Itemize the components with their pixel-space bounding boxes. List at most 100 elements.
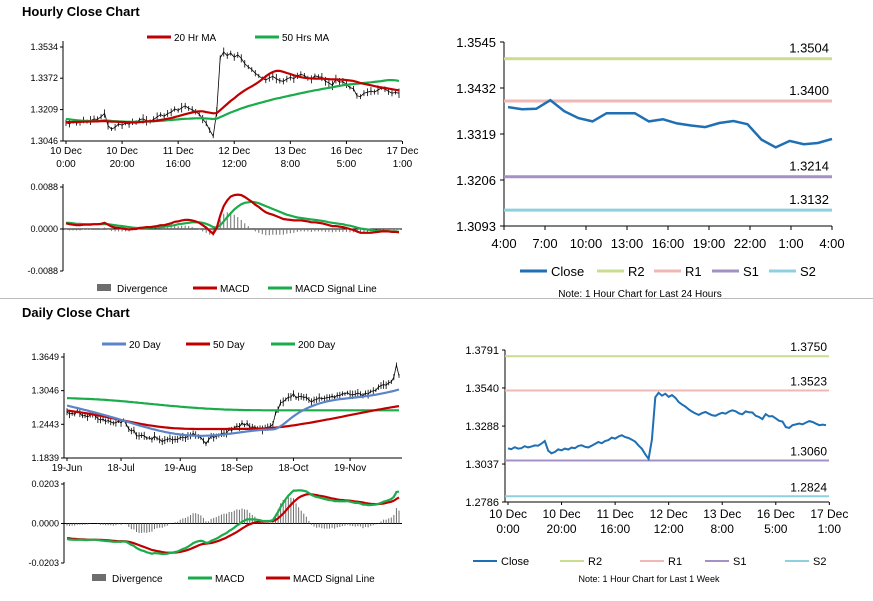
daily-levels-note: Note: 1 Hour Chart for Last 1 Week xyxy=(579,574,720,584)
legend-20-day-label: 20 Day xyxy=(129,340,161,351)
daily-price-close-line xyxy=(66,364,400,445)
hourly-macd-ytick-label: 0.0088 xyxy=(30,182,58,192)
daily-levels-ytick-label: 1.3540 xyxy=(465,383,499,395)
hourly-20hr-ma-line xyxy=(66,69,400,124)
hourly-macd-ytick-label: 0.0000 xyxy=(30,224,58,234)
hourly-levels-ytick-label: 1.3319 xyxy=(456,127,496,142)
legend-daily-r1-label: R1 xyxy=(668,556,682,568)
legend-daily-s1-label: S1 xyxy=(733,556,746,568)
daily-levels-xtick-time: 20:00 xyxy=(547,522,577,536)
daily-price-xtick-label: 19-Nov xyxy=(334,463,366,474)
hourly-levels-xtick-label: 13:00 xyxy=(611,236,644,251)
daily-levels-xtick-date: 10 Dec xyxy=(543,507,581,521)
legend-hourly-divergence-label: Divergence xyxy=(117,284,168,295)
daily-levels-xtick-date: 17 Dec xyxy=(810,507,848,521)
hourly-price-xtick-date: 10 Dec xyxy=(106,146,138,157)
daily-levels-xtick-date: 11 Dec xyxy=(597,507,634,521)
hourly-price-ytick-label: 1.3534 xyxy=(30,42,58,52)
hourly-levels-ytick-label: 1.3432 xyxy=(456,81,496,96)
daily-price-xtick-label: 18-Jul xyxy=(107,463,134,474)
hourly-price-xtick-date: 10 Dec xyxy=(50,146,82,157)
daily-levels-ytick-label: 1.3288 xyxy=(465,421,499,433)
hourly-price-xtick-date: 17 Dec xyxy=(387,146,419,157)
daily-price-ytick-label: 1.3046 xyxy=(31,386,59,396)
daily-levels-xtick-date: 10 Dec xyxy=(489,507,527,521)
hourly-macd-ytick-label: -0.0088 xyxy=(27,266,58,276)
hourly-level-s1-value: 1.3214 xyxy=(789,159,829,174)
daily-level-s2-value: 1.2824 xyxy=(790,480,827,494)
daily-levels-ytick-label: 1.2786 xyxy=(465,497,499,509)
hourly-price-xtick-date: 11 Dec xyxy=(163,146,194,157)
daily-price-ytick-label: 1.2443 xyxy=(31,419,59,429)
hourly-level-s2-value: 1.3132 xyxy=(789,192,829,207)
hourly-levels-xtick-label: 22:00 xyxy=(734,236,767,251)
legend-daily-close-label: Close xyxy=(501,556,529,568)
hourly-levels-note: Note: 1 Hour Chart for Last 24 Hours xyxy=(558,289,721,300)
daily-levels-close-line xyxy=(507,391,827,462)
legend-daily-macd-label: MACD xyxy=(215,574,244,585)
hourly-price-xtick-time: 0:00 xyxy=(56,159,76,170)
legend-hourly-s2-label: S2 xyxy=(800,264,816,279)
hourly-price-ytick-label: 1.3372 xyxy=(30,73,58,83)
hourly-levels-xtick-label: 19:00 xyxy=(693,236,726,251)
hourly-level-r2-value: 1.3504 xyxy=(789,41,829,56)
hourly-levels-xtick-label: 10:00 xyxy=(570,236,603,251)
daily-macd-line xyxy=(66,489,400,556)
hourly-levels-close-line xyxy=(507,98,833,149)
legend-hourly-r2-label: R2 xyxy=(628,264,645,279)
hourly-price-xtick-date: 13 Dec xyxy=(274,146,306,157)
daily-levels-xtick-time: 16:00 xyxy=(600,522,630,536)
daily-levels-xtick-date: 16 Dec xyxy=(757,507,795,521)
hourly-price-xtick-date: 12 Dec xyxy=(218,146,250,157)
hourly-levels-xtick-label: 7:00 xyxy=(532,236,557,251)
daily-levels-xtick-time: 5:00 xyxy=(764,522,788,536)
hourly-price-ytick-label: 1.3209 xyxy=(30,105,58,115)
daily-level-s1-value: 1.3060 xyxy=(790,445,827,459)
daily-levels-xtick-time: 0:00 xyxy=(496,522,520,536)
daily-levels-ytick-label: 1.3791 xyxy=(465,345,499,357)
daily-20-day-ma-line xyxy=(66,388,400,437)
legend-50hrs-ma-label: 50 Hrs MA xyxy=(282,33,330,44)
daily-price-xtick-label: 18-Oct xyxy=(278,463,308,474)
daily-price-ytick-label: 1.3649 xyxy=(31,352,59,362)
hourly-levels-ytick-label: 1.3093 xyxy=(456,219,496,234)
daily-levels-ytick-label: 1.3037 xyxy=(465,459,499,471)
daily-price-xtick-label: 18-Sep xyxy=(221,463,254,474)
hourly-price-xtick-time: 8:00 xyxy=(281,159,301,170)
legend-hourly-close-label: Close xyxy=(551,264,584,279)
legend-hourly-divergence-swatch xyxy=(97,284,111,291)
hourly-price-close-line xyxy=(65,51,400,138)
daily-price-xtick-label: 19-Aug xyxy=(164,463,196,474)
legend-hourly-s1-label: S1 xyxy=(743,264,759,279)
hourly-levels-xtick-label: 1:00 xyxy=(778,236,803,251)
daily-levels-xtick-time: 1:00 xyxy=(818,522,842,536)
legend-hourly-macd-signal-label: MACD Signal Line xyxy=(295,284,377,295)
hourly-levels-ytick-label: 1.3545 xyxy=(456,35,496,50)
daily-200-day-ma-line xyxy=(66,397,399,412)
daily-level-r2-value: 1.3750 xyxy=(790,340,827,354)
hourly-level-r1-value: 1.3400 xyxy=(789,83,829,98)
hourly-price-xtick-date: 16 Dec xyxy=(331,146,363,157)
daily-price-xtick-label: 19-Jun xyxy=(52,463,83,474)
hourly-levels-ytick-label: 1.3206 xyxy=(456,173,496,188)
hourly-macd-signal-line xyxy=(66,200,400,233)
hourly-price-xtick-time: 20:00 xyxy=(110,159,135,170)
legend-200-day-label: 200 Day xyxy=(298,340,335,351)
hourly-price-xtick-time: 1:00 xyxy=(393,159,413,170)
legend-daily-s2-label: S2 xyxy=(813,556,826,568)
legend-50-day-label: 50 Day xyxy=(213,340,245,351)
daily-levels-xtick-time: 8:00 xyxy=(711,522,735,536)
legend-hourly-r1-label: R1 xyxy=(685,264,702,279)
legend-hourly-macd-label: MACD xyxy=(220,284,249,295)
hourly-price-xtick-time: 12:00 xyxy=(222,159,247,170)
daily-levels-xtick-date: 12 Dec xyxy=(650,507,688,521)
legend-daily-divergence-label: Divergence xyxy=(112,574,163,585)
daily-close-chart-title: Daily Close Chart xyxy=(22,305,130,320)
daily-levels-xtick-time: 12:00 xyxy=(654,522,684,536)
hourly-price-ytick-label: 1.3046 xyxy=(30,136,58,146)
legend-daily-divergence-swatch xyxy=(92,574,106,581)
daily-levels-xtick-date: 13 Dec xyxy=(703,507,741,521)
legend-20hr-ma-label: 20 Hr MA xyxy=(174,33,217,44)
hourly-macd-line xyxy=(65,193,400,236)
